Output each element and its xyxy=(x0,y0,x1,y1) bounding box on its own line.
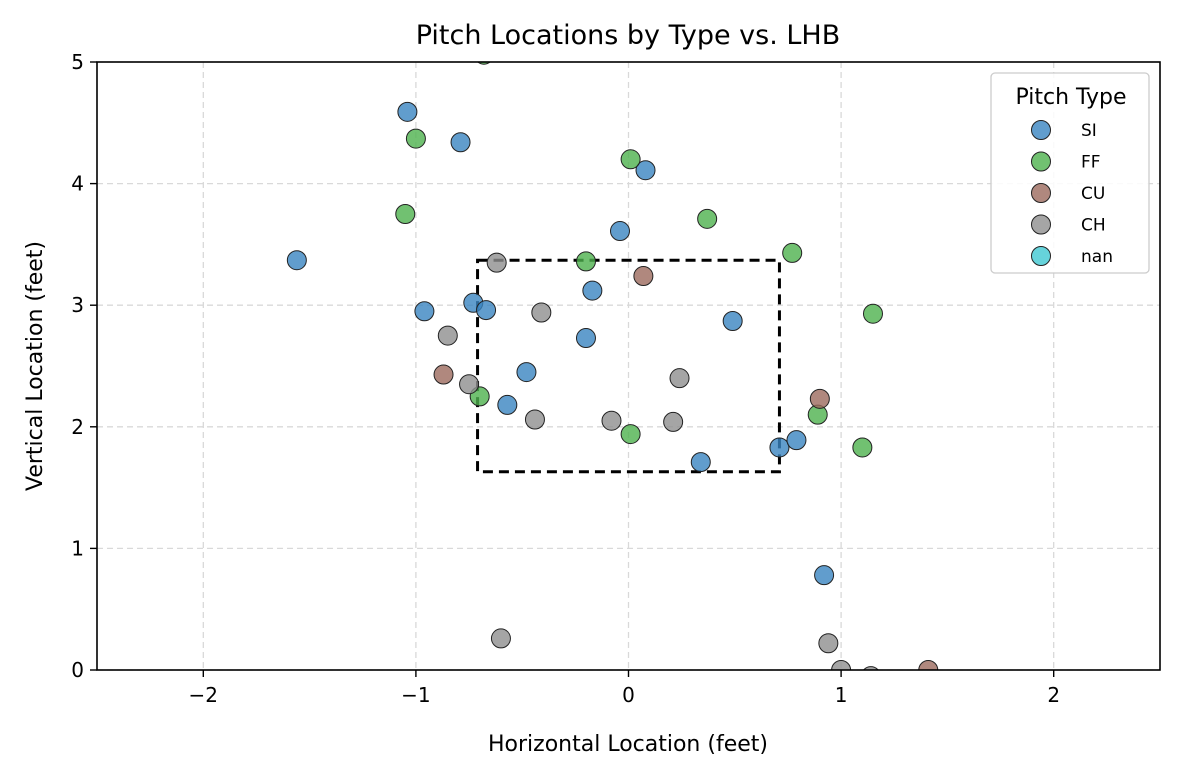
point-si xyxy=(497,394,518,415)
point-si xyxy=(414,301,435,322)
x-axis-label: Horizontal Location (feet) xyxy=(488,732,768,757)
point-ch xyxy=(663,411,684,432)
point-ch xyxy=(862,666,879,670)
point-ff xyxy=(862,303,883,324)
y-tick-label: 0 xyxy=(71,658,84,682)
chart-title: Pitch Locations by Type vs. LHB xyxy=(416,20,841,51)
legend-label-nan: nan xyxy=(1081,247,1113,267)
legend-label-cu: CU xyxy=(1081,184,1105,204)
point-ff xyxy=(782,242,803,263)
legend-marker-ch xyxy=(1031,214,1051,235)
point-ch xyxy=(459,374,480,395)
point-si xyxy=(397,101,418,122)
point-ch xyxy=(831,660,852,670)
y-tick-label: 5 xyxy=(71,50,84,74)
legend-marker-si xyxy=(1031,120,1051,140)
legend-label-si: SI xyxy=(1081,121,1097,141)
x-tick-label: −2 xyxy=(189,683,218,707)
point-si xyxy=(635,160,656,181)
legend-label-ff: FF xyxy=(1081,153,1101,173)
x-tick-label: −1 xyxy=(401,683,430,707)
legend-box xyxy=(990,72,1150,274)
legend-marker-cu xyxy=(1031,183,1051,203)
point-si xyxy=(814,565,835,586)
point-si xyxy=(722,311,743,332)
point-cu xyxy=(918,660,939,670)
axis-ticks: −2 −1 0 1 2 0 1 2 3 4 5 xyxy=(71,50,1060,707)
point-ch xyxy=(524,409,545,430)
point-ff xyxy=(395,204,416,224)
point-si xyxy=(516,362,537,383)
point-si xyxy=(476,300,497,321)
point-ch xyxy=(490,628,511,649)
grid-lines xyxy=(97,61,1160,671)
point-ff xyxy=(405,128,426,149)
point-ff xyxy=(620,424,641,445)
point-si xyxy=(450,132,471,153)
legend: Pitch Type SI FF CU CH nan xyxy=(990,72,1150,274)
legend-items: SI FF CU CH nan xyxy=(1031,120,1113,267)
pitch-points xyxy=(286,62,939,670)
point-cu xyxy=(433,364,454,385)
point-ch xyxy=(486,252,507,273)
y-axis-label: Vertical Location (feet) xyxy=(23,241,48,491)
point-cu xyxy=(809,388,830,409)
point-ff xyxy=(620,149,641,170)
x-tick-label: 2 xyxy=(1047,683,1060,707)
point-ff xyxy=(852,437,873,458)
strike-zone-box xyxy=(476,258,781,474)
point-ch xyxy=(601,410,622,431)
point-si xyxy=(575,328,596,349)
legend-marker-nan xyxy=(1031,246,1051,266)
legend-title: Pitch Type xyxy=(1015,85,1126,110)
point-si xyxy=(582,280,603,301)
point-ch xyxy=(818,633,839,654)
point-si xyxy=(609,221,630,242)
point-si xyxy=(786,430,807,451)
y-tick-label: 4 xyxy=(71,172,84,196)
y-tick-label: 3 xyxy=(71,293,84,317)
point-ff xyxy=(575,251,596,272)
point-cu xyxy=(633,266,654,287)
point-si xyxy=(690,452,711,473)
point-si xyxy=(769,437,790,458)
y-tick-label: 1 xyxy=(71,536,84,560)
x-tick-label: 0 xyxy=(622,683,635,707)
point-ch xyxy=(669,368,690,389)
y-tick-label: 2 xyxy=(71,415,84,439)
legend-marker-ff xyxy=(1031,151,1051,172)
point-si xyxy=(286,250,307,271)
point-ff xyxy=(697,208,718,229)
point-ch xyxy=(437,325,458,346)
legend-label-ch: CH xyxy=(1081,216,1106,236)
point-ch xyxy=(531,302,552,323)
x-tick-label: 1 xyxy=(835,683,848,707)
